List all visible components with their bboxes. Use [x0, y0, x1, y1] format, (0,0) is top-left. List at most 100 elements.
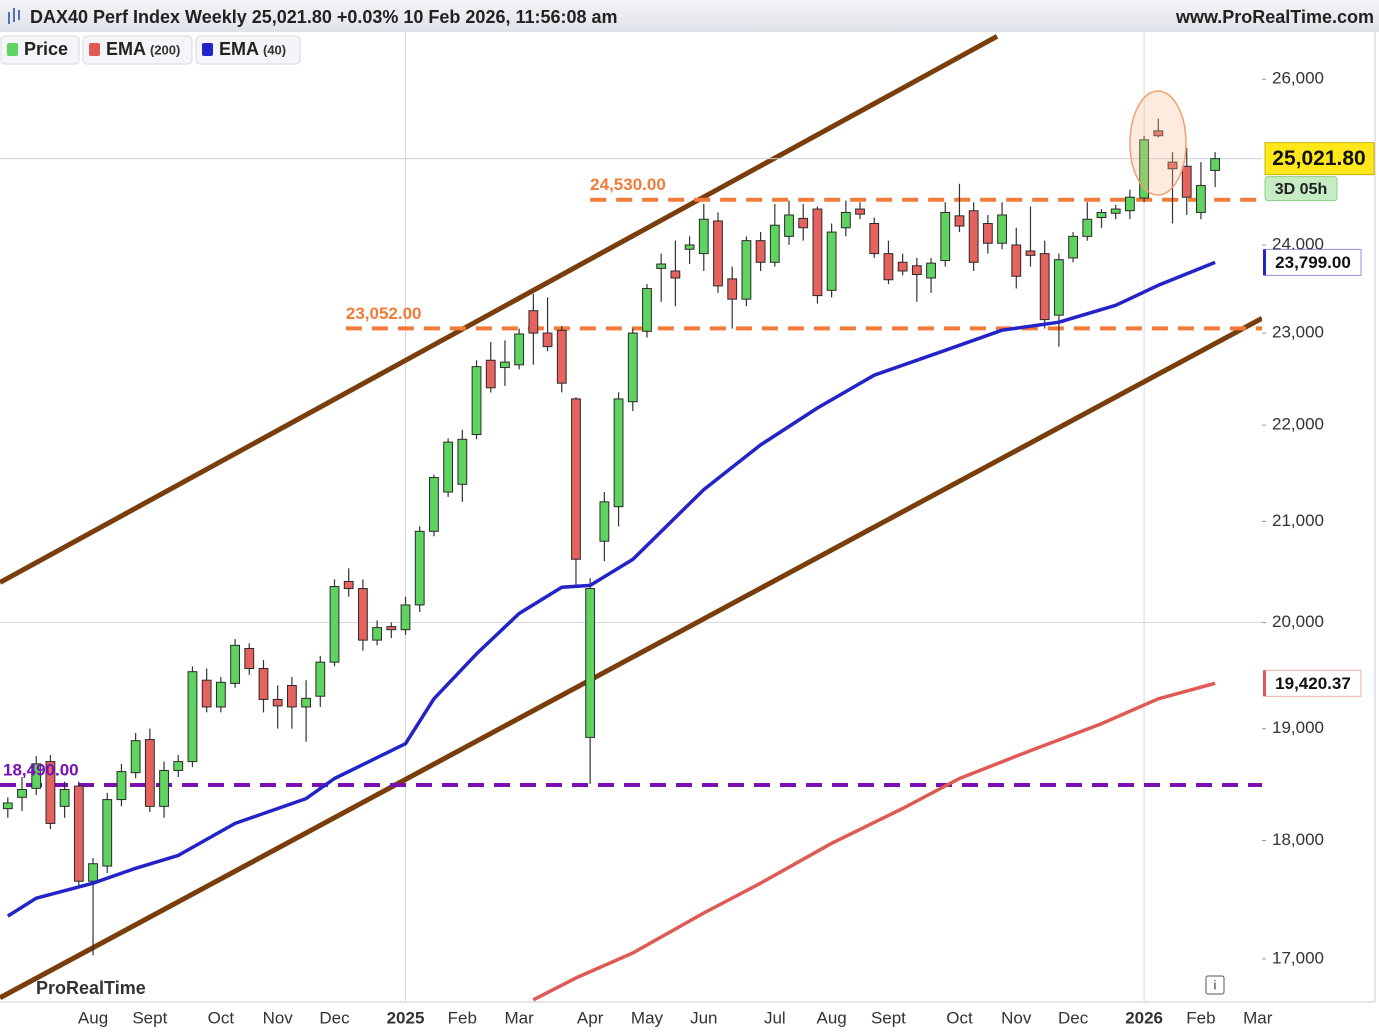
candle-body	[1053, 259, 1064, 316]
candle-body	[1011, 244, 1022, 277]
level-label: 23,052.00	[346, 304, 422, 323]
legend-box[interactable]	[82, 35, 193, 65]
candle-body	[1139, 139, 1150, 199]
legend-label: Price	[24, 39, 68, 59]
header-title: DAX40 Perf Index Weekly 25,021.80 +0.03%…	[30, 7, 618, 27]
legend-swatch	[7, 43, 18, 56]
candle-body	[159, 769, 169, 807]
candle-body	[2, 802, 13, 810]
candle-body	[414, 530, 425, 606]
trendline	[0, 316, 1262, 1000]
candle-body	[656, 263, 667, 269]
x-tick-label: 2025	[387, 1008, 425, 1027]
candle-body	[1167, 161, 1178, 170]
candle-body	[1196, 184, 1206, 213]
x-tick-label: Oct	[208, 1008, 235, 1027]
candle-body	[897, 261, 908, 272]
candle-body	[1181, 165, 1192, 198]
legend-box[interactable]	[0, 35, 80, 65]
price-tag	[1264, 248, 1362, 276]
candle-body	[812, 208, 823, 297]
x-tick-label: Nov	[1001, 1008, 1032, 1027]
candle-body	[429, 477, 439, 532]
candle-body	[358, 588, 368, 641]
candle-body	[301, 697, 311, 708]
x-tick-label: Aug	[78, 1008, 108, 1027]
candle-body	[45, 761, 56, 824]
candle-body	[1068, 235, 1078, 259]
countdown-label: 3D 05h	[1275, 181, 1327, 198]
candle-body	[940, 211, 951, 262]
candle-body	[798, 217, 809, 229]
x-tick-label: May	[631, 1008, 664, 1027]
source: www.ProRealTime.com	[1175, 7, 1374, 27]
candle-body	[1039, 253, 1050, 321]
legend-box[interactable]	[195, 35, 301, 65]
candle-body	[713, 220, 723, 287]
plot-area	[0, 32, 1262, 1002]
legend: Price EMA (200) EMA (40)	[0, 35, 301, 65]
y-tick-label: 22,000	[1272, 415, 1324, 434]
x-tick-label: Dec	[1058, 1008, 1089, 1027]
candle-body	[982, 223, 993, 244]
x-tick-label: Feb	[1186, 1008, 1215, 1027]
x-tick-label: Sept	[132, 1008, 167, 1027]
candle-body	[1082, 218, 1093, 237]
y-tick-label: 17,000	[1272, 948, 1324, 967]
candle-body	[642, 288, 652, 332]
x-tick-label: Sept	[871, 1008, 906, 1027]
y-tick-label: 18,000	[1272, 830, 1324, 849]
legend-label: EMA	[106, 39, 146, 59]
candle-body	[500, 361, 510, 369]
price-tag-bar	[1263, 670, 1266, 697]
candle-body	[528, 310, 539, 334]
ema-line	[532, 681, 1216, 1002]
candle-body	[883, 253, 894, 281]
legend-swatch	[89, 43, 100, 56]
candle-body	[372, 627, 383, 641]
candle-body	[1025, 250, 1036, 256]
candle-body	[784, 214, 794, 237]
candle-body	[1153, 130, 1164, 137]
candle-body	[613, 398, 624, 508]
candle-body	[88, 863, 98, 882]
candle-body	[684, 244, 695, 250]
candle-body	[514, 333, 525, 366]
y-tick-label: 24,000	[1272, 234, 1324, 253]
price-tag-label: 23,799.00	[1275, 253, 1351, 272]
legend-label: EMA	[219, 39, 259, 59]
candle-body	[187, 671, 198, 763]
candle-body	[855, 208, 865, 215]
candle-body	[443, 441, 454, 493]
candle-body	[343, 580, 354, 590]
price-tag-bar	[1263, 249, 1266, 276]
candle-body	[968, 210, 979, 263]
watermark: ProRealTime	[36, 978, 146, 998]
candle-body	[1125, 196, 1135, 212]
y-tick-label: 26,000	[1272, 69, 1324, 88]
level-label: 18,490.00	[3, 760, 79, 779]
candle-body	[130, 740, 141, 774]
candle-body	[329, 586, 340, 663]
x-tick-label: Mar	[505, 1008, 535, 1027]
x-tick-label: Nov	[263, 1008, 294, 1027]
candle-body	[102, 799, 113, 867]
x-tick-label: Jun	[690, 1008, 717, 1027]
candle-body	[116, 771, 127, 801]
candle-body	[741, 240, 752, 300]
candle-body	[1096, 211, 1107, 219]
candle-body	[599, 501, 610, 542]
candle-body	[556, 329, 567, 384]
candle-body	[542, 332, 553, 348]
y-tick-label: 23,000	[1272, 323, 1324, 342]
candle-body	[670, 270, 681, 279]
candle-body	[911, 265, 922, 276]
candle-body	[386, 626, 397, 631]
candle-body	[869, 223, 880, 255]
candle-body	[698, 218, 709, 255]
candle-body	[926, 262, 936, 279]
y-tick-label: 19,000	[1272, 718, 1324, 737]
info-button[interactable]	[1205, 975, 1225, 995]
candle-body	[244, 647, 255, 670]
